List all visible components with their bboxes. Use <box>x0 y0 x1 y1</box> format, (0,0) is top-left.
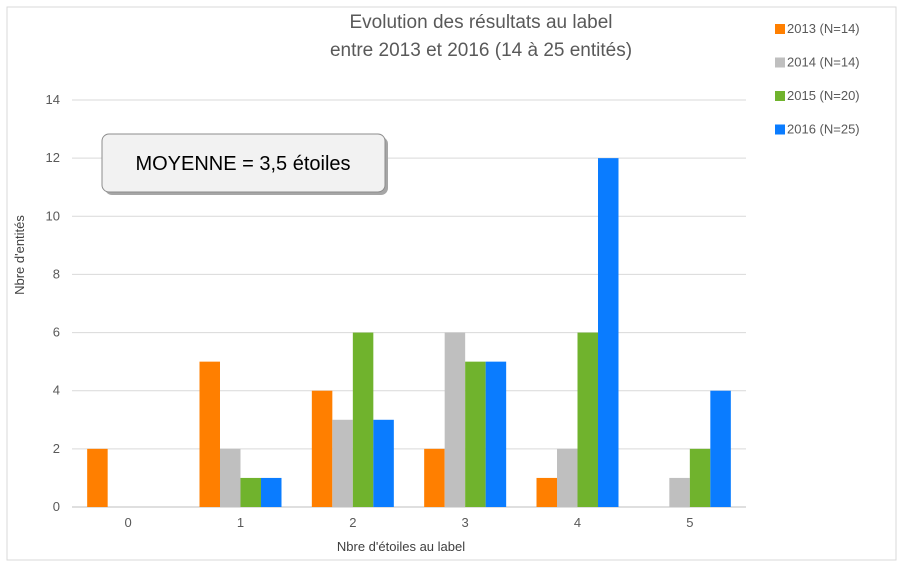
legend: 2013 (N=14) 2014 (N=14) 2015 (N=20) 2016 (N… <box>775 21 860 137</box>
bar <box>352 332 374 507</box>
x-tick-label: 3 <box>462 515 469 530</box>
average-callout: MOYENNE = 3,5 étoiles <box>101 133 388 195</box>
y-tick-label: 2 <box>53 441 60 456</box>
y-axis-ticks: 0 2 4 6 8 10 12 14 <box>46 92 60 514</box>
legend-label: 2013 (N=14) <box>787 21 860 36</box>
y-tick-label: 12 <box>46 150 60 165</box>
callout-text: MOYENNE = 3,5 étoiles <box>135 153 350 175</box>
y-tick-label: 4 <box>53 383 60 398</box>
x-axis-label: Nbre d'étoiles au label <box>337 539 465 554</box>
chart-title-line-2: entre 2013 et 2016 (14 à 25 entités) <box>330 40 632 61</box>
y-tick-label: 14 <box>46 92 60 107</box>
chart-title-line-1: Evolution des résultats au label <box>350 12 613 33</box>
bar <box>199 361 220 507</box>
bar <box>577 332 598 507</box>
legend-label: 2014 (N=14) <box>787 55 860 70</box>
x-tick-label: 1 <box>237 515 244 530</box>
legend-label: 2016 (N=25) <box>787 122 860 137</box>
bar <box>261 477 282 507</box>
legend-label: 2015 (N=20) <box>787 88 860 103</box>
bar <box>710 390 731 507</box>
bar <box>424 448 445 507</box>
x-tick-label: 0 <box>125 515 132 530</box>
x-tick-label: 5 <box>686 515 693 530</box>
bar <box>220 448 241 507</box>
bar <box>373 419 394 507</box>
bar <box>485 361 507 507</box>
bar <box>311 390 333 507</box>
y-tick-label: 10 <box>46 208 60 223</box>
bar <box>444 332 466 507</box>
x-tick-label: 2 <box>349 515 356 530</box>
bar <box>240 477 261 507</box>
bar <box>557 448 578 507</box>
x-axis-ticks: 0 1 2 3 4 5 <box>125 515 694 530</box>
bar <box>669 477 690 507</box>
bar <box>332 419 353 507</box>
x-tick-label: 4 <box>574 515 581 530</box>
y-axis-label: Nbre d'entités <box>12 215 27 295</box>
y-tick-label: 0 <box>53 499 60 514</box>
gridlines <box>72 99 746 508</box>
y-tick-label: 8 <box>53 266 60 281</box>
bar <box>598 158 619 507</box>
bar <box>689 448 711 507</box>
bars <box>87 158 731 507</box>
y-tick-label: 6 <box>53 325 60 340</box>
legend-swatch <box>775 57 785 68</box>
legend-swatch <box>775 124 785 135</box>
legend-swatch <box>775 24 785 34</box>
bar <box>536 477 557 507</box>
bar <box>87 448 108 507</box>
legend-swatch <box>775 91 785 101</box>
callout-box <box>101 133 386 193</box>
bar <box>465 361 486 507</box>
